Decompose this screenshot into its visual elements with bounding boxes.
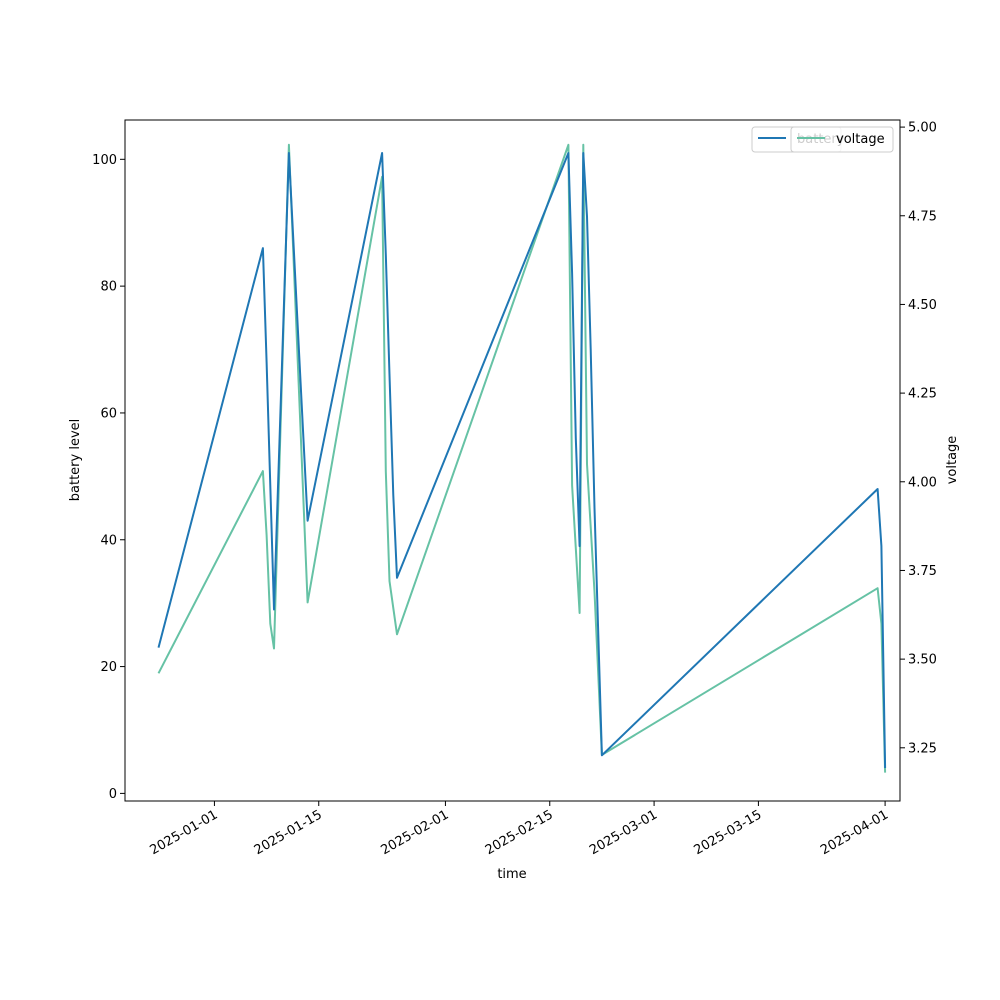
right-tick-label: 4.25	[908, 387, 937, 402]
right-tick-label: 4.00	[908, 475, 937, 490]
right-tick-label: 3.75	[908, 564, 937, 579]
right-tick-label: 3.25	[908, 741, 937, 756]
left-tick-label: 80	[100, 280, 117, 295]
x-axis-label: time	[497, 867, 526, 882]
left-axis-ticks: 0 20 40 60 80 100	[92, 153, 125, 802]
right-tick-label: 4.75	[908, 209, 937, 224]
right-tick-label: 4.50	[908, 298, 937, 313]
series-line-battery	[157, 152, 887, 769]
left-tick-label: 100	[92, 153, 117, 168]
right-tick-label: 3.50	[908, 653, 937, 668]
plot-lines	[157, 143, 887, 773]
left-tick-label: 40	[100, 533, 117, 548]
left-tick-label: 20	[100, 660, 117, 675]
right-axis-ticks: 3.25 3.50 3.75 4.00 4.25 4.50 4.75 5.00	[900, 121, 937, 756]
legend-right-frame	[790, 126, 894, 153]
left-axis-label: battery level	[68, 419, 83, 502]
left-tick-label: 0	[109, 787, 117, 802]
right-tick-label: 5.00	[908, 121, 937, 136]
legend-right-axis: voltage	[790, 126, 894, 153]
plot-frame	[124, 119, 901, 802]
left-tick-label: 60	[100, 406, 117, 421]
right-axis-label: voltage	[945, 436, 960, 485]
legend-voltage-label: voltage	[836, 132, 885, 147]
